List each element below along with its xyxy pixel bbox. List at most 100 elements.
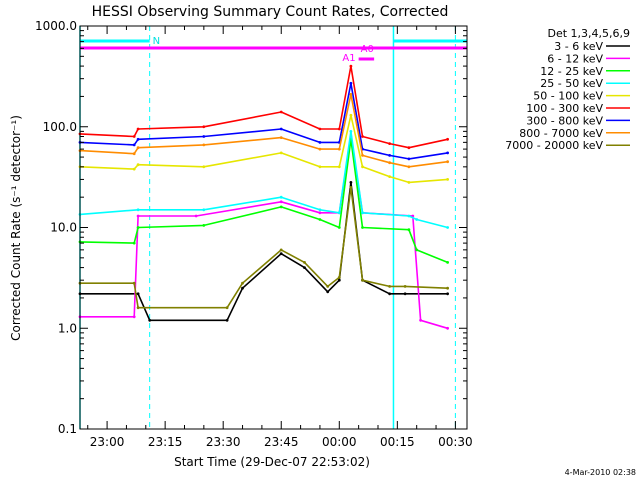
data-point	[318, 208, 322, 212]
data-point	[132, 315, 136, 319]
legend-label: 3 - 6 keV	[554, 40, 603, 53]
data-point	[132, 281, 136, 285]
data-point	[446, 226, 449, 229]
data-point	[279, 195, 283, 199]
series-line	[79, 82, 448, 160]
a0-label: A0	[361, 44, 374, 55]
legend-label: 300 - 800 keV	[526, 114, 603, 127]
data-point	[361, 135, 364, 138]
data-point	[407, 214, 411, 218]
data-point	[388, 292, 391, 296]
y-tick-label: 10.0	[50, 221, 77, 235]
data-point	[136, 208, 140, 212]
data-point	[136, 137, 140, 141]
data-point	[361, 165, 364, 169]
data-point	[194, 214, 198, 218]
data-point	[202, 224, 206, 227]
data-point	[202, 208, 206, 212]
legend-label: 12 - 25 keV	[540, 65, 603, 78]
data-point	[446, 160, 449, 164]
legend-label: 100 - 300 keV	[526, 102, 603, 115]
legend-label: 6 - 12 keV	[547, 52, 603, 65]
data-point	[337, 211, 341, 215]
data-point	[349, 186, 353, 189]
data-point	[403, 285, 407, 288]
data-point	[136, 146, 140, 150]
data-point	[202, 125, 206, 129]
data-point	[132, 241, 136, 245]
x-tick-label: 23:45	[264, 435, 299, 449]
series-line	[80, 181, 448, 322]
data-point	[407, 181, 411, 184]
data-point	[279, 136, 283, 140]
data-point	[279, 205, 283, 209]
data-point	[446, 292, 449, 296]
data-point	[388, 154, 391, 157]
data-point	[407, 165, 411, 169]
data-point	[388, 142, 391, 146]
data-point	[337, 276, 341, 279]
data-point	[349, 92, 353, 96]
data-point	[419, 318, 422, 322]
data-point	[361, 154, 364, 157]
data-point	[148, 318, 152, 322]
data-point	[446, 286, 449, 290]
data-point	[446, 261, 449, 264]
legend-title: Det 1,3,4,5,6,9	[547, 27, 630, 40]
series-line	[79, 138, 448, 264]
data-point	[318, 218, 322, 221]
data-point	[279, 248, 283, 252]
data-point	[326, 285, 330, 288]
legend-label: 50 - 100 keV	[533, 90, 603, 103]
axes: 0.1 1.0 10.0 100.0 1000.0 23:00 23:15 23:30 23:4…	[35, 19, 473, 449]
data-point	[136, 127, 140, 131]
data-point	[202, 165, 206, 169]
data-point	[446, 137, 449, 141]
data-point	[318, 165, 322, 169]
data-point	[349, 181, 353, 184]
data-point	[279, 200, 283, 204]
data-point	[361, 278, 364, 282]
data-point	[318, 127, 322, 131]
data-point	[337, 165, 341, 169]
x-tick-label: 23:00	[90, 435, 125, 449]
data-point	[415, 218, 419, 221]
data-point	[388, 161, 391, 165]
data-point	[136, 306, 140, 310]
data-point	[225, 318, 229, 322]
data-point	[349, 81, 353, 85]
x-axis-label: Start Time (29-Dec-07 22:53:02)	[174, 455, 370, 469]
y-axis-label: Corrected Count Rate (s⁻¹ detector⁻¹)	[9, 115, 23, 341]
data-point	[136, 214, 140, 218]
x-tick-label: 00:00	[322, 435, 357, 449]
data-point	[388, 285, 391, 288]
chart-title: HESSI Observing Summary Count Rates, Cor…	[92, 4, 449, 20]
data-point	[303, 261, 306, 264]
data-point	[241, 281, 244, 285]
data-point	[415, 248, 419, 252]
data-point	[279, 127, 283, 131]
data-point	[446, 326, 449, 330]
data-point	[136, 163, 140, 167]
data-point	[303, 266, 306, 269]
legend-label: 7000 - 20000 keV	[505, 139, 603, 152]
data-point	[132, 167, 136, 171]
data-point	[326, 290, 330, 294]
data-point	[349, 64, 353, 68]
data-point	[407, 146, 411, 150]
data-point	[132, 135, 136, 138]
legend-label: 25 - 50 keV	[540, 77, 603, 90]
y-tick-label: 0.1	[58, 422, 77, 436]
annotation-layer: N A0 A1	[79, 26, 467, 429]
y-tick-label: 1.0	[58, 321, 77, 335]
data-point	[132, 143, 136, 147]
data-point	[403, 292, 407, 296]
data-point	[132, 152, 136, 156]
data-point	[136, 226, 140, 229]
a1-label: A1	[342, 53, 355, 64]
data-point	[202, 135, 206, 138]
data-point	[446, 151, 449, 155]
data-point	[349, 130, 353, 133]
data-point	[318, 141, 322, 144]
